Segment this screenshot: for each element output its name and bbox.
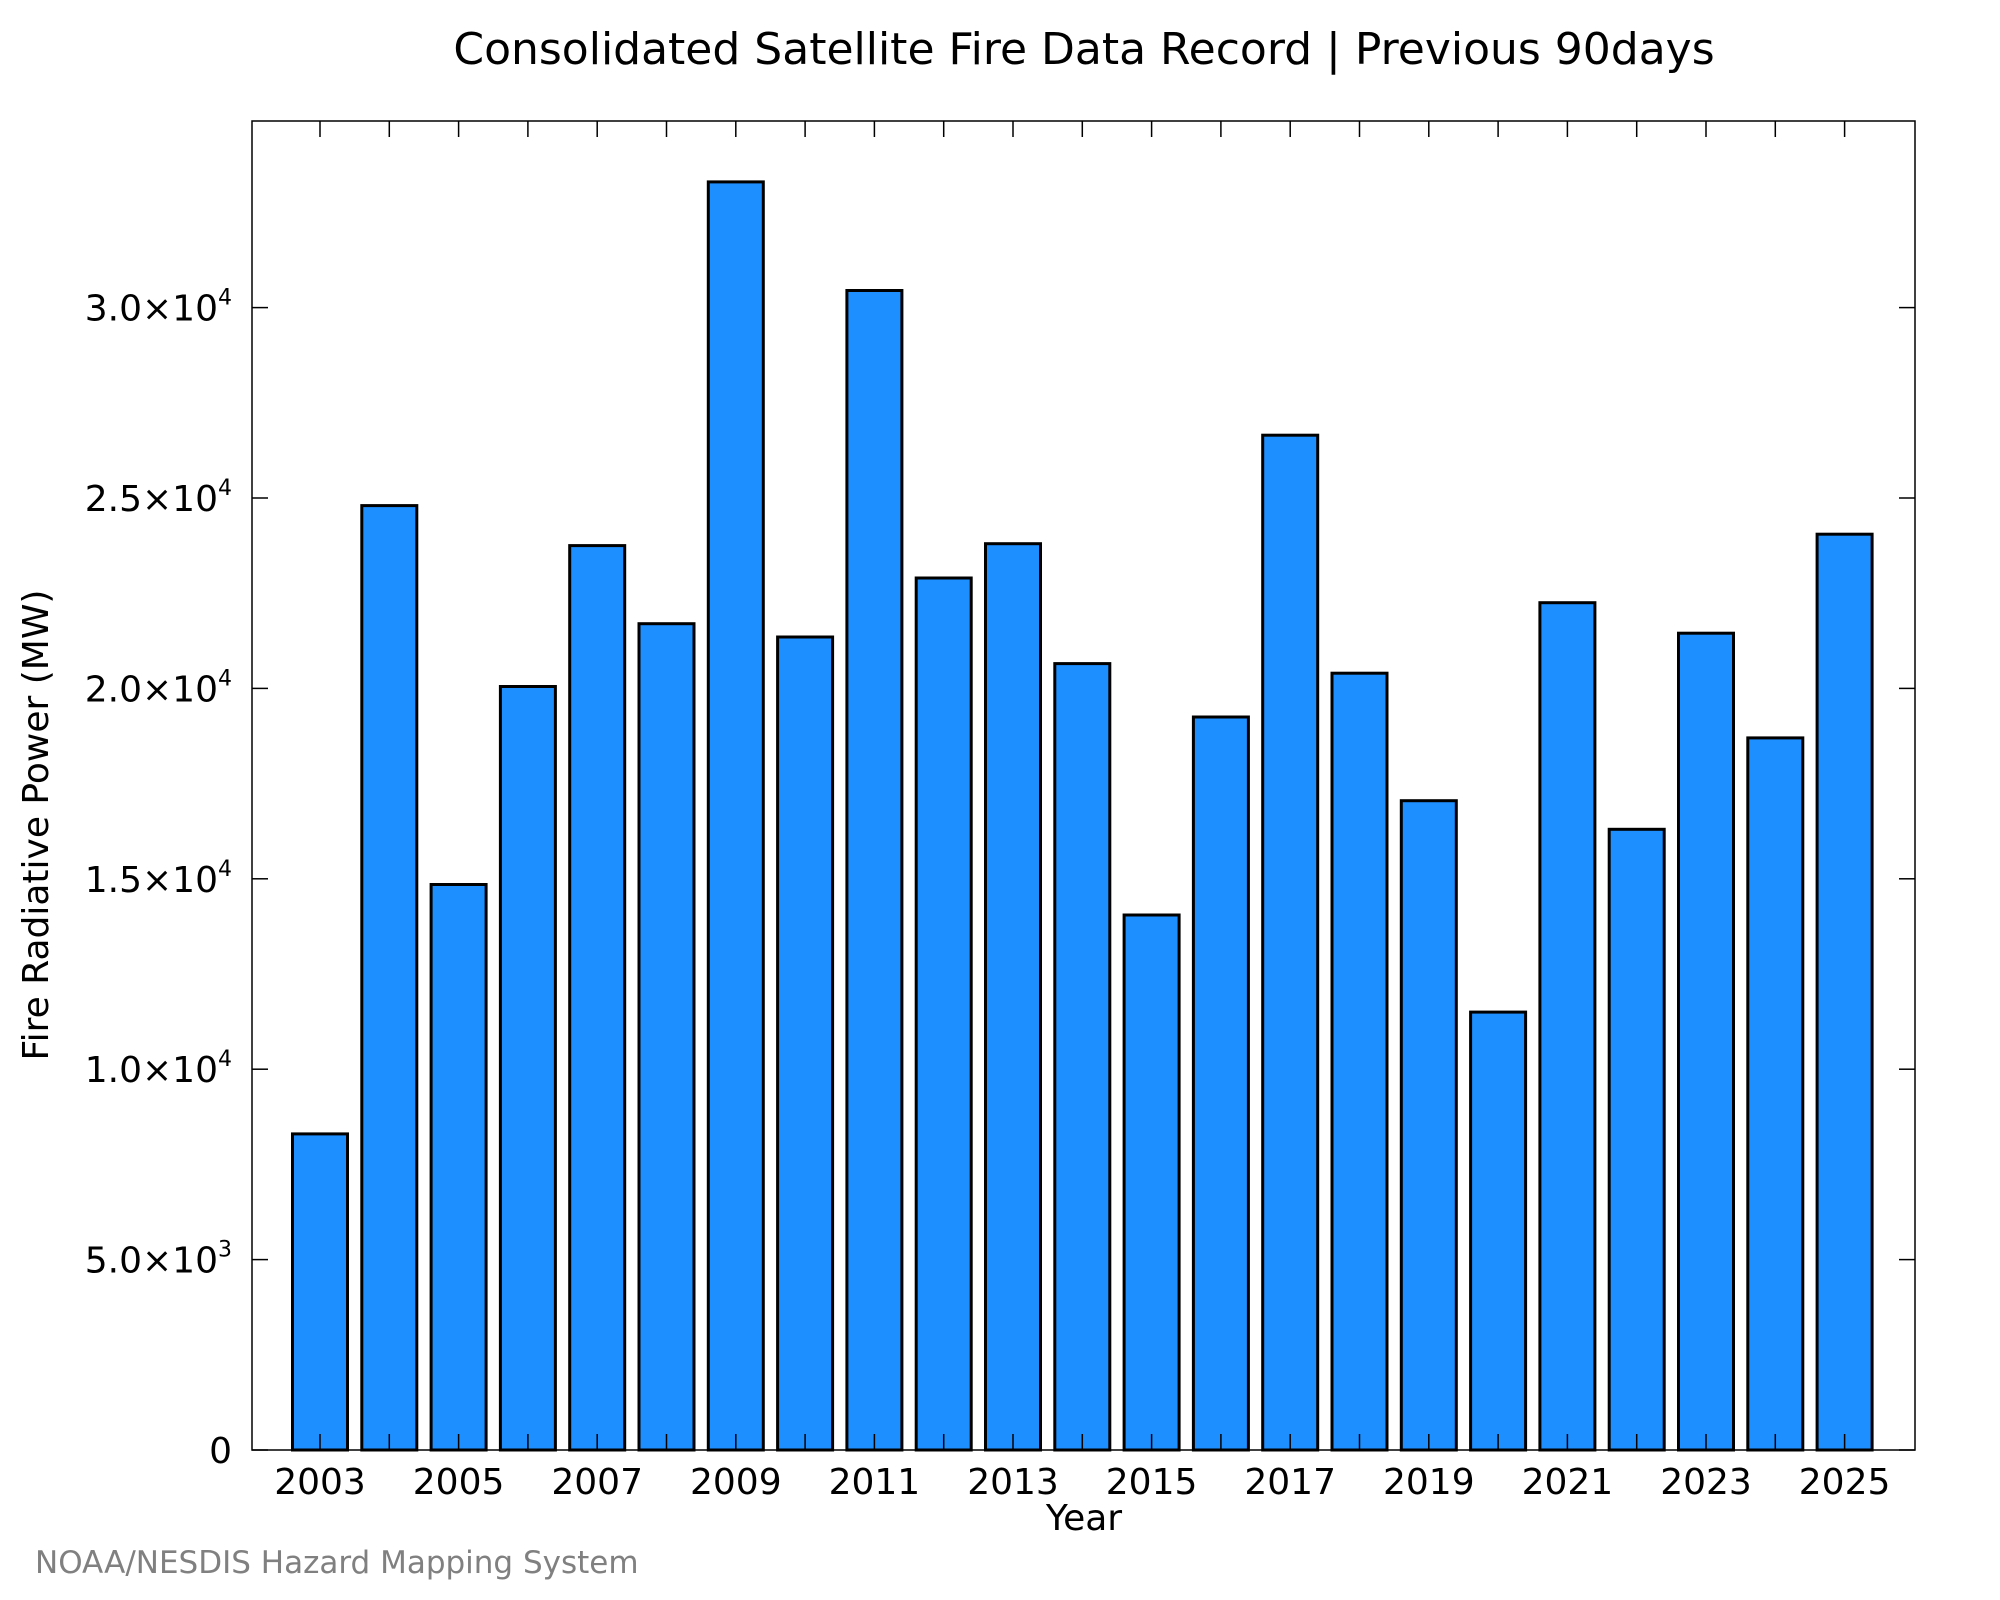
- x-tick-label-2011: 2011: [829, 1462, 921, 1503]
- y-tick-mantissa: 5.0×10: [85, 1241, 218, 1282]
- bar-2003: [291, 1132, 349, 1452]
- bar-2013: [984, 542, 1042, 1452]
- x-tick-label-2017: 2017: [1244, 1462, 1336, 1503]
- y-tick-exponent: 3: [218, 1238, 232, 1263]
- bar-2008: [637, 622, 696, 1452]
- x-tick-label-2019: 2019: [1383, 1462, 1475, 1503]
- x-tick-label-2005: 2005: [413, 1462, 505, 1503]
- y-tick-mantissa: 2.0×10: [85, 669, 218, 710]
- bar-2017: [1261, 433, 1320, 1452]
- credit-text: NOAA/NESDIS Hazard Mapping System: [35, 1545, 639, 1581]
- bar-2023: [1677, 631, 1735, 1452]
- y-tick-mantissa: 3.0×10: [85, 289, 218, 330]
- bar-2019: [1399, 799, 1458, 1452]
- x-tick-labels: 2003 2005 2007 2009 2011 2013 2015 2017 2019 2021…: [274, 1462, 1890, 1503]
- y-tick-label: 1.0×104: [85, 1047, 232, 1091]
- y-tick-mantissa: 2.5×10: [85, 479, 218, 520]
- bar-2012: [914, 576, 973, 1452]
- y-tick-mantissa: 1.0×10: [85, 1050, 218, 1091]
- y-tick-label: 2.5×104: [85, 476, 232, 520]
- bar-2014: [1053, 662, 1112, 1452]
- x-tick-label-2025: 2025: [1799, 1462, 1891, 1503]
- y-tick-labels: 05.0×1031.0×1041.5×1042.0×1042.5×1043.0×…: [85, 286, 232, 1472]
- chart-title: Consolidated Satellite Fire Data Record …: [453, 24, 1714, 75]
- bar-2024: [1746, 736, 1805, 1452]
- x-tick-label-2013: 2013: [967, 1462, 1059, 1503]
- y-tick-label: 5.0×103: [85, 1238, 232, 1282]
- x-tick-label-2015: 2015: [1106, 1462, 1198, 1503]
- bar-2009: [706, 180, 765, 1452]
- y-tick-label: 3.0×104: [85, 286, 232, 330]
- bar-2006: [498, 685, 557, 1452]
- y-tick-mantissa: 0: [209, 1431, 232, 1472]
- bar-2021: [1538, 601, 1597, 1452]
- bar-2015: [1122, 913, 1181, 1452]
- x-axis-label: Year: [1045, 1498, 1122, 1539]
- y-tick-label: 2.0×104: [85, 666, 232, 710]
- bar-2011: [845, 289, 904, 1452]
- ticks-layer: [252, 121, 1915, 1451]
- bar-2004: [360, 504, 419, 1452]
- plot-frame: [251, 120, 1916, 1451]
- bar-2018: [1330, 671, 1389, 1452]
- y-tick-exponent: 4: [218, 476, 232, 501]
- bar-2016: [1191, 715, 1250, 1452]
- y-axis-label: Fire Radiative Power (MW): [16, 590, 57, 1061]
- y-tick-exponent: 4: [218, 1047, 232, 1072]
- bars-layer: [291, 180, 1874, 1452]
- x-tick-label-2009: 2009: [690, 1462, 782, 1503]
- y-tick-exponent: 4: [218, 857, 232, 882]
- y-tick-exponent: 4: [218, 666, 232, 691]
- bar-2020: [1469, 1010, 1528, 1452]
- x-tick-label-2021: 2021: [1522, 1462, 1614, 1503]
- y-tick-label: 0: [209, 1431, 232, 1472]
- y-tick-exponent: 4: [218, 286, 232, 311]
- bar-2005: [429, 883, 488, 1452]
- x-tick-label-2007: 2007: [551, 1462, 643, 1503]
- y-tick-label: 1.5×104: [85, 857, 232, 901]
- bar-2010: [776, 635, 835, 1452]
- bar-2025: [1815, 532, 1874, 1452]
- y-tick-mantissa: 1.5×10: [85, 860, 218, 901]
- x-tick-label-2023: 2023: [1660, 1462, 1752, 1503]
- bar-2007: [568, 544, 627, 1452]
- bar-2022: [1607, 827, 1666, 1452]
- x-tick-label-2003: 2003: [274, 1462, 366, 1503]
